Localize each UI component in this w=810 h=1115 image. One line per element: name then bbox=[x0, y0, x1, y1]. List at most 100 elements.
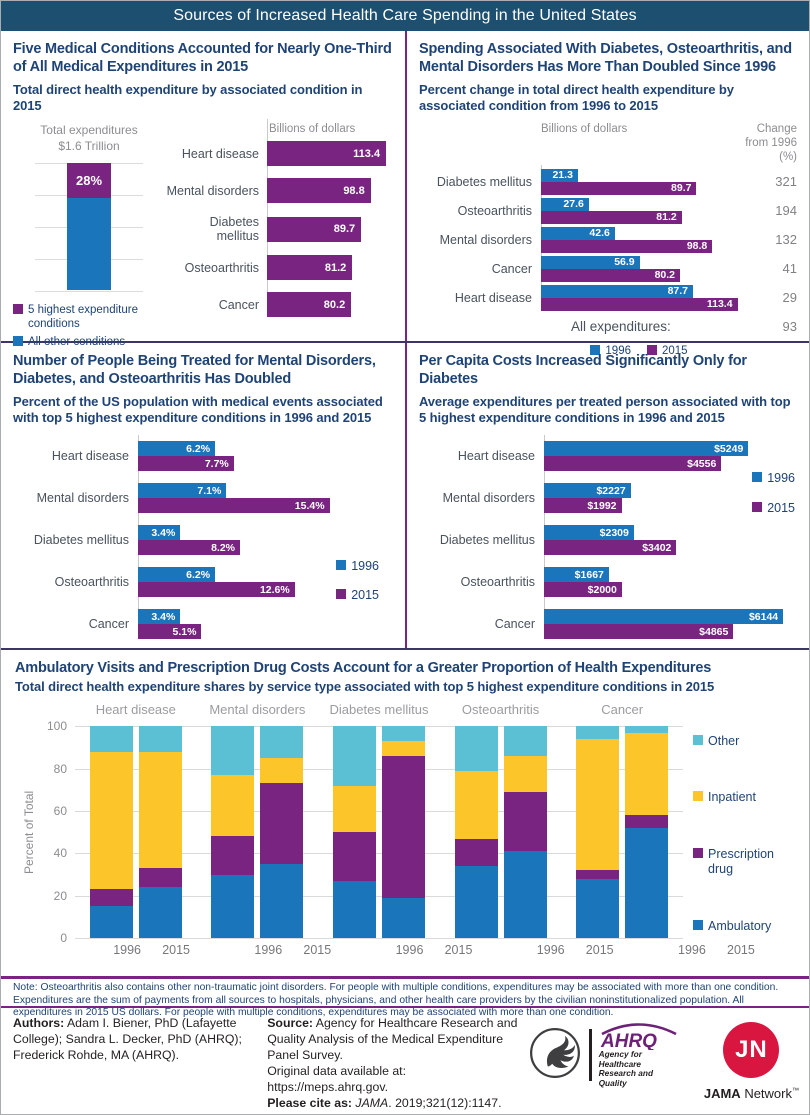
bar-value-label: 42.6 bbox=[589, 227, 610, 240]
stacked-bar-1996 bbox=[89, 726, 133, 939]
segment-prescription_drug bbox=[138, 868, 182, 888]
bar-track: 6.2% 7.7% bbox=[138, 441, 393, 472]
bar-1996: 6.2% bbox=[138, 567, 216, 583]
cite-journal: JAMA bbox=[352, 1095, 389, 1110]
logo-divider bbox=[588, 1029, 592, 1082]
change-value: 132 bbox=[775, 232, 797, 248]
legend-item: 1996 bbox=[752, 471, 795, 487]
segment-other bbox=[503, 726, 547, 756]
change-value: 321 bbox=[775, 174, 797, 190]
category-label: Cancer bbox=[494, 617, 535, 632]
group-title: Mental disorders bbox=[209, 702, 306, 718]
bar-1996: 3.4% bbox=[138, 525, 181, 541]
category-label: Cancer bbox=[88, 617, 129, 632]
segment-other bbox=[332, 726, 376, 786]
panel-title: Ambulatory Visits and Prescription Drug … bbox=[15, 660, 712, 676]
stacked-bar-1996 bbox=[576, 726, 620, 939]
x-tick-label: 2015 bbox=[303, 943, 332, 958]
all-expenditures-label: All expenditures: bbox=[571, 318, 671, 334]
bar-row: Diabetes mellitus 89.7 bbox=[165, 215, 393, 243]
stacked-chart: Percent of Total 0 20 40 60 80 100 Heart disea… bbox=[15, 702, 795, 945]
bar-row: Diabetes mellitus 3.4% 8.2% bbox=[13, 525, 393, 556]
bar-value-label: 87.7 bbox=[667, 285, 688, 298]
bar-group: Cancer bbox=[561, 702, 683, 939]
segment-inpatient bbox=[503, 755, 547, 792]
cite-rest: . 2019;321(12):1147. bbox=[388, 1095, 502, 1110]
category-label: Mental disorders bbox=[36, 491, 129, 506]
segment-ambulatory bbox=[211, 874, 255, 939]
bar-row: Mental disorders 98.8 bbox=[165, 178, 393, 204]
axis-caption: Billions of dollars bbox=[541, 123, 628, 136]
bar-value-label: 3.4% bbox=[151, 526, 176, 539]
data-availability-line: Original data available at: https://meps… bbox=[267, 1063, 407, 1094]
page-title: Sources of Increased Health Care Spendin… bbox=[1, 1, 809, 31]
bar-track: 6.2% 12.6% bbox=[138, 567, 393, 598]
y-tick-label: 0 bbox=[60, 931, 67, 946]
legend-swatch bbox=[693, 919, 703, 930]
bar-track: $5249 $4556 bbox=[544, 441, 797, 472]
segment-ambulatory bbox=[576, 878, 620, 939]
segment-prescription_drug bbox=[503, 791, 547, 852]
y-tick-label: 20 bbox=[53, 888, 67, 903]
y-tick-label: 60 bbox=[53, 803, 67, 818]
bar-row: Diabetes mellitus $2309 $3402 bbox=[419, 525, 797, 556]
ahrq-logo-icon: AHRQ bbox=[600, 1023, 677, 1050]
bar-value-label: $2000 bbox=[587, 583, 617, 596]
chart-captions: Billions of dollars Change from 1996 (%) bbox=[419, 123, 797, 164]
bar-1996: 7.1% bbox=[138, 483, 227, 499]
p4-bar-rows: Heart disease $5249 $4556 Mental disorders $… bbox=[419, 435, 797, 640]
bar-value-label: 81.2 bbox=[656, 211, 677, 224]
bar-track: $6144 $4865 bbox=[544, 609, 797, 640]
group-title: Osteoarthritis bbox=[461, 702, 540, 718]
segment-prescription_drug bbox=[211, 836, 255, 875]
segment-inpatient bbox=[211, 774, 255, 837]
bar-1996: 27.6 bbox=[541, 197, 589, 211]
bar-segment: 28% bbox=[67, 162, 111, 199]
category-label: Cancer bbox=[491, 261, 532, 276]
panel-subtitle: Average expenditures per treated person … bbox=[419, 393, 791, 426]
panel-people-treated: Number of People Being Treated for Menta… bbox=[1, 343, 405, 648]
doi-line: 10.1001/jama.2019.0679 bbox=[267, 1112, 528, 1114]
legend-item: All other conditions bbox=[13, 335, 165, 349]
authors-label: Authors: bbox=[13, 1016, 65, 1030]
legend-label: Other bbox=[708, 734, 740, 749]
bar-1996: 6.2% bbox=[138, 441, 216, 457]
jama-network-logo: JN JAMA Network™ bbox=[704, 1022, 799, 1101]
legend-label: 1996 bbox=[605, 344, 631, 357]
segment-other bbox=[381, 726, 425, 742]
y-tick-label: 40 bbox=[53, 846, 67, 861]
segment-other bbox=[89, 726, 133, 752]
chart-legend-p5: Other Inpatient Prescription drug Ambulator… bbox=[691, 726, 795, 938]
legend-label: 1996 bbox=[767, 471, 795, 485]
bar-2015: 5.1% bbox=[138, 624, 202, 640]
segment-ambulatory bbox=[89, 906, 133, 939]
legend-item: Inpatient bbox=[693, 790, 795, 806]
bar-track: $2227 $1992 bbox=[544, 483, 797, 514]
legend-swatch bbox=[590, 344, 601, 355]
bar-track: $1667 $2000 bbox=[544, 567, 797, 598]
bar-track: 27.6 81.2 bbox=[541, 197, 749, 224]
ahrq-logo: AHRQ Agency for Healthcare Research and … bbox=[599, 1022, 679, 1088]
segment-inpatient bbox=[625, 732, 669, 816]
jn-circle-icon: JN bbox=[723, 1022, 780, 1078]
legend-swatch bbox=[693, 735, 703, 746]
x-axis-labels: 1996 2015 1996 2015 1996 2015 1996 2015 1996 2015 bbox=[75, 943, 787, 957]
bar-row: Heart disease $5249 $4556 bbox=[419, 441, 797, 472]
x-tick-label: 2015 bbox=[444, 943, 473, 958]
segment-inpatient bbox=[576, 738, 620, 871]
x-tick-label: 1996 bbox=[536, 943, 565, 958]
panel-subtitle: Total direct health expenditure shares b… bbox=[15, 679, 715, 695]
stacked-bar-2015 bbox=[381, 726, 425, 939]
bar-value-label: 21.3 bbox=[552, 169, 573, 182]
bar-row: Heart disease 113.4 bbox=[165, 141, 393, 167]
bar: 98.8 bbox=[267, 178, 371, 204]
legend-item: Ambulatory bbox=[693, 919, 795, 935]
jama-brand: JAMA bbox=[703, 1086, 741, 1101]
bar-value-label: 7.1% bbox=[197, 484, 222, 497]
bar-2015: $2000 bbox=[544, 582, 622, 598]
bar-value-label: 98.8 bbox=[686, 240, 708, 253]
segment-other bbox=[138, 726, 182, 752]
gridline bbox=[75, 853, 683, 855]
segment-prescription_drug bbox=[381, 755, 425, 898]
